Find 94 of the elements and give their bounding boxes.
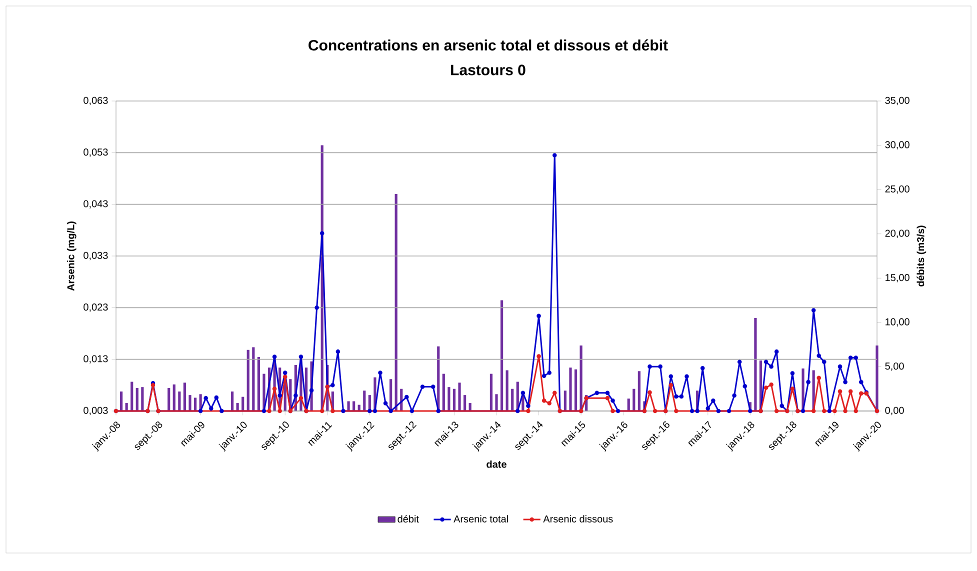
bar: [452, 388, 456, 411]
legend-label: débit: [398, 515, 419, 523]
bar: [754, 318, 757, 411]
bar: [236, 403, 239, 411]
bar: [257, 356, 260, 411]
y-tick-label: 0,023: [84, 304, 108, 312]
y-tick-label: 0,033: [84, 252, 108, 260]
chart-title: Concentrations en arsenic total et dissous et débit: [308, 39, 668, 51]
bar: [490, 374, 493, 411]
bar: [168, 388, 170, 411]
point: [320, 408, 324, 414]
y-axis-title: Arsenic (mg/L): [66, 221, 76, 291]
bar: [188, 395, 192, 411]
point: [790, 386, 795, 391]
point: [832, 408, 837, 414]
bar: [363, 390, 366, 411]
y2-tick-label: 25,00: [885, 185, 910, 194]
point: [552, 390, 557, 396]
bar: [230, 392, 234, 411]
bar: [242, 396, 244, 411]
y2-tick-label: 30,00: [885, 141, 910, 150]
point: [843, 408, 848, 414]
bar: [574, 369, 578, 411]
point: [282, 374, 288, 380]
bar: [194, 398, 197, 411]
bar: [580, 345, 582, 411]
bar: [120, 392, 123, 411]
y2-tick-label: 10,00: [886, 318, 910, 327]
bar: [632, 388, 636, 411]
bar: [252, 347, 255, 411]
bar: [141, 387, 144, 411]
point: [764, 386, 768, 390]
point: [605, 396, 610, 400]
point: [652, 408, 658, 414]
x-axis-title: date: [486, 460, 506, 468]
y2-tick-label: 35,00: [885, 96, 910, 106]
point: [774, 408, 779, 414]
point: [298, 396, 304, 400]
bar: [495, 394, 498, 411]
point: [278, 408, 282, 414]
point: [330, 408, 335, 414]
point: [272, 386, 277, 391]
bar: [638, 371, 640, 411]
bar: [394, 194, 398, 411]
y2-tick-label: 15,00: [886, 274, 910, 282]
bar: [511, 388, 514, 411]
chart-subtitle: Lastours 0: [451, 64, 526, 76]
bar: [178, 392, 181, 411]
bar: [876, 345, 878, 411]
point: [542, 398, 546, 403]
bar: [183, 382, 186, 411]
y2-tick-label: 5,00: [885, 362, 904, 371]
y2-tick-label: 20,00: [885, 230, 910, 238]
point: [536, 354, 541, 358]
point: [610, 408, 615, 414]
point: [267, 408, 272, 414]
point: [547, 401, 552, 406]
bar: [458, 382, 461, 411]
bar: [506, 370, 508, 411]
bar: [627, 398, 630, 411]
y-tick-label: 0,003: [84, 406, 108, 416]
bar: [500, 300, 504, 411]
bar: [569, 368, 572, 411]
legend-label: Arsenic dissous: [543, 515, 613, 522]
point: [838, 389, 842, 394]
y-tick-label: 0,063: [84, 96, 108, 106]
bar: [463, 395, 466, 411]
bar: [136, 388, 138, 411]
point: [674, 408, 678, 414]
y-tick-label: 0,053: [84, 148, 108, 157]
bar: [442, 374, 445, 411]
point: [848, 389, 853, 394]
y-tick-label: 0,043: [84, 200, 108, 208]
bar: [172, 384, 176, 411]
point: [854, 408, 858, 414]
point: [859, 391, 864, 396]
point: [526, 408, 530, 414]
bar: [125, 403, 128, 411]
point: [769, 382, 774, 387]
bar: [347, 401, 350, 411]
y2-tick-label: 0,00: [885, 406, 904, 416]
legend-label: Arsenic total: [454, 515, 508, 522]
bar: [564, 390, 567, 411]
point: [150, 383, 156, 388]
bar: [246, 350, 250, 411]
point: [811, 408, 816, 414]
point: [816, 376, 822, 380]
bar: [468, 403, 472, 411]
point: [822, 408, 826, 414]
bar: [130, 382, 134, 411]
y2-axis-title: débits (m3/s): [916, 226, 926, 286]
y-tick-label: 0,013: [84, 355, 108, 364]
point: [668, 383, 674, 388]
bar: [448, 387, 450, 411]
